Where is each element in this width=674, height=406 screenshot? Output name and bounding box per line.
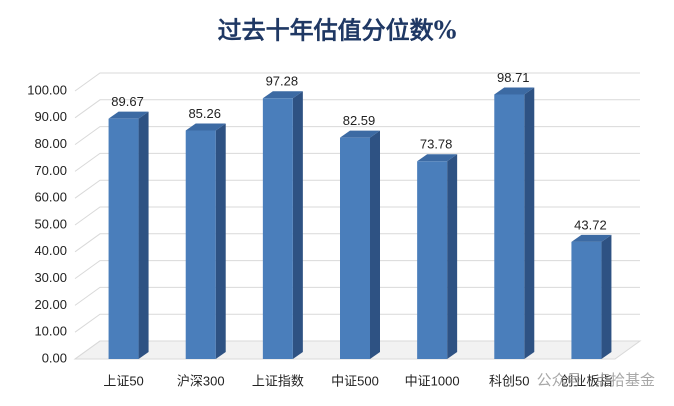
y-tick-label: 90.00 [34,109,67,124]
y-tick-label: 70.00 [34,163,67,178]
grid-line [74,99,640,119]
bar [571,241,602,359]
bar-side [447,154,458,359]
grid-line [74,313,640,333]
y-tick-label: 10.00 [34,324,67,339]
chart-title: 过去十年估值分位数% [218,16,457,45]
y-tick-label: 40.00 [34,243,67,258]
value-label: 89.67 [111,94,144,109]
value-label: 43.72 [574,217,607,232]
grid-line [74,206,640,226]
bar-side [215,123,226,359]
grid-line [74,152,640,172]
grid-line [74,179,640,199]
bar [185,130,216,359]
grid-line [74,233,640,253]
x-tick-label: 中证1000 [405,373,460,388]
y-tick-label: 80.00 [34,136,67,151]
grid-line [74,286,640,306]
x-tick-label: 创业板指 [560,373,612,388]
value-label: 85.26 [188,106,221,121]
value-label: 73.78 [420,137,453,152]
y-tick-label: 20.00 [34,297,67,312]
bar-top [571,234,612,242]
x-tick-label: 科创50 [489,373,529,388]
grid-line [74,126,640,146]
bar-side [292,91,303,359]
bar [494,94,525,359]
x-tick-label: 上证指数 [252,373,304,388]
y-tick-label: 60.00 [34,190,67,205]
bar [108,118,139,359]
bar-side [601,234,612,359]
bar [417,161,448,359]
y-tick-label: 50.00 [34,216,67,231]
bar-top [185,123,226,131]
grid-line [74,260,640,280]
bar-side [524,87,535,359]
y-tick-label: 100.00 [27,82,67,97]
x-tick-label: 沪深300 [177,373,225,388]
bar-top [108,111,149,119]
bar [340,137,370,359]
bar-top [494,87,535,95]
watermark: 公众号 · 点拾基金 [537,372,655,389]
x-tick-label: 中证500 [331,373,379,388]
bar-side [138,111,149,359]
y-tick-label: 0.00 [42,350,67,365]
bar-top [417,154,458,162]
bar [262,98,293,359]
bar-top [262,91,303,99]
value-label: 82.59 [343,113,376,128]
grid-line [74,340,640,360]
bar-top [340,130,380,138]
bar-side [370,130,380,359]
value-label: 98.71 [497,70,530,85]
value-label: 97.28 [266,74,299,89]
y-tick-label: 30.00 [34,270,67,285]
grid-line [74,72,640,92]
x-tick-label: 上证50 [103,373,143,388]
